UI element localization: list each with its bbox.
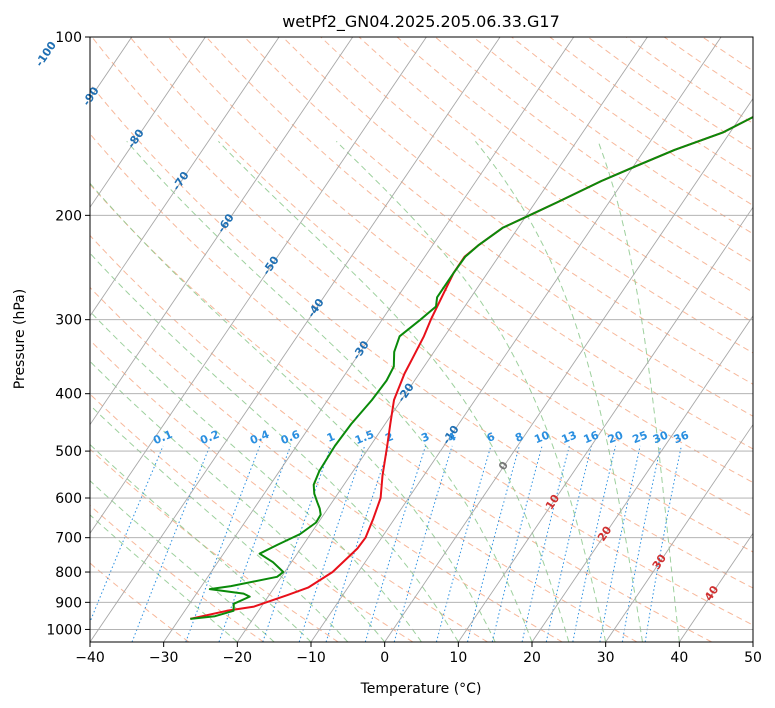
mixing-ratio-line (364, 445, 427, 642)
x-tick-label: 10 (449, 650, 467, 666)
mixing-ratio-line (521, 445, 570, 642)
x-tick-label: −40 (75, 650, 105, 666)
isotherm-line (531, 315, 753, 642)
dry-adiabat (282, 37, 753, 385)
mixing-ratio-label: 8 (513, 430, 525, 445)
y-axis-label: Pressure (hPa) (12, 289, 28, 389)
x-tick-label: 40 (670, 650, 688, 666)
x-tick-label: 0 (380, 650, 389, 666)
isotherm-line (384, 97, 753, 642)
isotherm-line (163, 37, 575, 642)
mixing-ratio-label: 25 (630, 429, 649, 447)
y-tick-label: 500 (55, 444, 82, 460)
x-tick-label: −10 (296, 650, 326, 666)
mixing-ratio-line (185, 445, 261, 642)
mixing-ratio-label: 1 (325, 430, 337, 445)
mixing-ratio-line (467, 445, 520, 642)
x-tick-label: 20 (523, 650, 541, 666)
isotherm-line (457, 206, 753, 642)
isotherm-line (0, 37, 58, 642)
dry-adiabat (129, 37, 753, 518)
x-tick-label: 50 (744, 650, 762, 666)
isotherm-line (90, 37, 206, 209)
x-tick-label: 30 (597, 650, 615, 666)
x-axis-label: Temperature (°C) (360, 681, 482, 697)
mixing-ratio-line (545, 445, 592, 642)
dry-adiabat (90, 133, 753, 626)
dry-adiabat (358, 37, 753, 323)
chart-title: wetPf2_GN04.2025.205.06.33.G17 (282, 12, 560, 32)
dewpoint-profile (190, 115, 753, 620)
mixing-ratio-line (644, 445, 682, 642)
mixing-ratio-label: 20 (606, 428, 625, 446)
mixing-ratio-line (491, 445, 543, 642)
x-axis: −40 −30 −20 −10 0 10 20 30 40 50 (75, 642, 762, 666)
y-tick-label: 300 (55, 313, 82, 329)
isotherm-line (752, 641, 753, 642)
isotherm-line (678, 532, 753, 642)
plot-frame (89, 36, 754, 643)
dry-adiabat (90, 286, 563, 642)
dry-adiabat (90, 234, 638, 642)
dry-adiabat (167, 37, 753, 484)
mixing-ratio-label: 10 (532, 428, 551, 446)
profiles (190, 115, 753, 620)
y-tick-label: 600 (55, 491, 82, 507)
mixing-ratio-label: 3 (419, 430, 431, 445)
mixing-ratio-line (298, 445, 366, 642)
dry-adiabat (320, 37, 753, 354)
mixing-ratio-line (599, 445, 641, 642)
y-tick-label: 400 (55, 387, 82, 403)
mixing-ratio-label: 16 (582, 428, 601, 446)
mixing-ratio-label: 13 (560, 429, 579, 447)
y-tick-label: 800 (55, 565, 82, 581)
dry-adiabat (90, 83, 753, 589)
isotherm-line (90, 37, 280, 317)
x-tick-label: −20 (223, 650, 253, 666)
y-tick-label: 1000 (46, 622, 82, 638)
mixing-ratio-label: 36 (672, 428, 691, 446)
mixing-ratio-line (572, 445, 617, 642)
mixing-ratio-line (325, 445, 390, 642)
y-tick-label: 200 (55, 208, 82, 224)
isotherm-line (90, 37, 427, 535)
dry-adiabat (90, 183, 712, 642)
isotherm-line (236, 37, 648, 642)
y-tick-label: 700 (55, 531, 82, 547)
mixing-ratio-label: 30 (651, 428, 670, 446)
x-tick-label: −30 (149, 650, 179, 666)
mixing-ratio-line (435, 445, 492, 642)
isotherm-line (605, 423, 753, 642)
isotherm-line (90, 37, 501, 642)
y-axis: 100 200 300 400 500 600 700 800 900 1000 (46, 30, 90, 638)
y-tick-label: 900 (55, 595, 82, 611)
isotherm-line (310, 37, 722, 642)
background-lines (0, 37, 753, 642)
mixing-ratio-line (621, 445, 662, 642)
dry-adiabat (90, 504, 264, 642)
isotherm-line (90, 37, 354, 426)
mixing-ratio-line (218, 445, 291, 642)
y-tick-label: 100 (55, 30, 82, 46)
